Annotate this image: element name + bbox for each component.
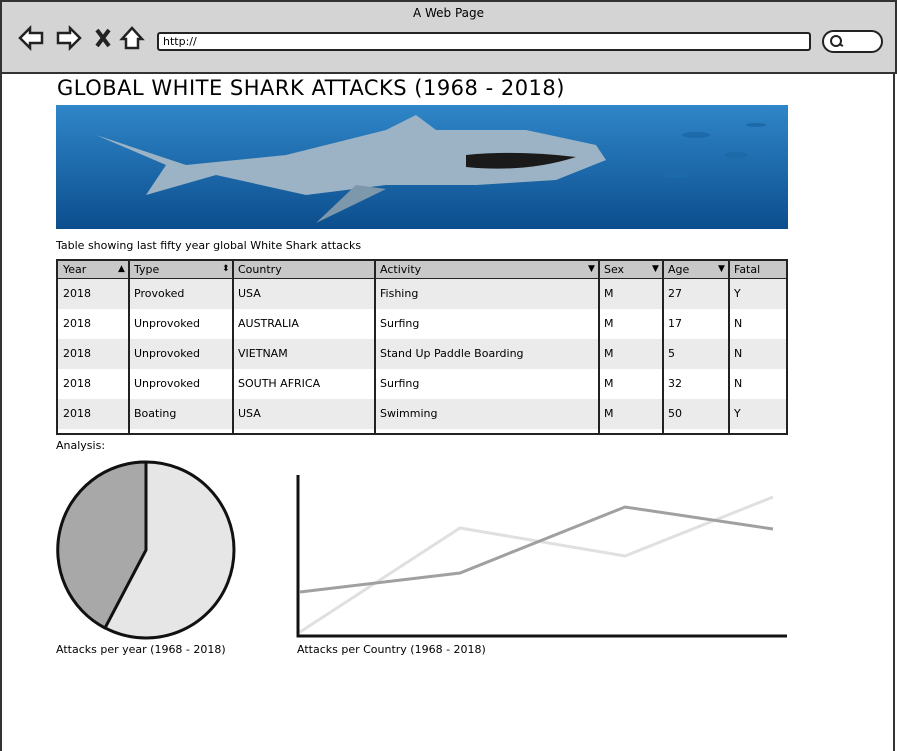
pie-caption: Attacks per year (1968 - 2018) <box>56 643 226 656</box>
back-button[interactable] <box>18 24 44 52</box>
column-divider <box>728 261 730 433</box>
table-cell: Stand Up Paddle Boarding <box>380 347 524 360</box>
table-cell: Fishing <box>380 287 419 300</box>
table-cell: SOUTH AFRICA <box>238 377 321 390</box>
forward-button[interactable] <box>56 24 82 52</box>
column-header[interactable]: Activity <box>380 263 422 276</box>
table-cell: N <box>734 317 743 330</box>
home-button[interactable] <box>119 26 145 50</box>
table-cell: 50 <box>668 407 682 420</box>
table-cell: M <box>604 407 614 420</box>
search-icon <box>830 35 844 47</box>
table-cell: 27 <box>668 287 682 300</box>
hero-image <box>56 105 788 229</box>
table-cell: Swimming <box>380 407 438 420</box>
table-cell: Y <box>734 287 741 300</box>
column-header[interactable]: Country <box>238 263 282 276</box>
table-cell: AUSTRALIA <box>238 317 299 330</box>
table-cell: 2018 <box>63 287 91 300</box>
column-header[interactable]: Type <box>134 263 160 276</box>
url-bar[interactable]: http:// <box>157 32 811 51</box>
table-cell: 2018 <box>63 377 91 390</box>
table-cell: N <box>734 347 743 360</box>
column-header[interactable]: Year <box>63 263 87 276</box>
table-cell: 2018 <box>63 407 91 420</box>
column-divider <box>232 261 234 433</box>
table-cell: M <box>604 287 614 300</box>
analysis-label: Analysis: <box>56 439 106 452</box>
header-row <box>58 261 786 279</box>
column-header[interactable]: Fatal <box>734 263 761 276</box>
stop-button[interactable] <box>95 28 111 48</box>
sort-icon: ▼ <box>652 264 659 274</box>
column-divider <box>598 261 600 433</box>
table-cell: Surfing <box>380 317 420 330</box>
row-background <box>58 399 786 429</box>
pie-chart-placeholder <box>56 460 236 640</box>
line-chart-placeholder <box>296 475 787 638</box>
table-cell: 5 <box>668 347 675 360</box>
table-cell: USA <box>238 287 261 300</box>
column-divider <box>374 261 376 433</box>
table-cell: 2018 <box>63 317 91 330</box>
search-box[interactable] <box>822 30 883 53</box>
table-cell: M <box>604 317 614 330</box>
table-cell: 2018 <box>63 347 91 360</box>
table-cell: Surfing <box>380 377 420 390</box>
column-header[interactable]: Sex <box>604 263 625 276</box>
table-cell: VIETNAM <box>238 347 288 360</box>
column-divider <box>128 261 130 433</box>
line-caption: Attacks per Country (1968 - 2018) <box>297 643 486 656</box>
sort-icon: ▼ <box>718 264 725 274</box>
column-header[interactable]: Age <box>668 263 690 276</box>
table-caption: Table showing last fifty year global Whi… <box>56 239 362 252</box>
sort-icon: ⬍ <box>222 264 230 274</box>
data-table: Year Type Country Activity Sex Age Fatal ▲ ⬍ ▼ ▼ ▼ 2… <box>56 259 788 435</box>
page-title: GLOBAL WHITE SHARK ATTACKS (1968 - 2018) <box>57 76 565 100</box>
table-cell: M <box>604 377 614 390</box>
table-cell: USA <box>238 407 261 420</box>
table-cell: 17 <box>668 317 682 330</box>
table-cell: Unprovoked <box>134 347 200 360</box>
column-divider <box>662 261 664 433</box>
window-title: A Web Page <box>412 6 485 20</box>
row-background <box>58 279 786 309</box>
table-cell: Boating <box>134 407 177 420</box>
sort-icon: ▲ <box>118 264 125 274</box>
table-cell: Y <box>734 407 741 420</box>
table-cell: N <box>734 377 743 390</box>
table-cell: Unprovoked <box>134 377 200 390</box>
table-cell: M <box>604 347 614 360</box>
page-frame <box>0 72 895 751</box>
table-cell: Provoked <box>134 287 185 300</box>
sort-icon: ▼ <box>588 264 595 274</box>
row-background <box>58 339 786 369</box>
table-cell: Unprovoked <box>134 317 200 330</box>
table-cell: 32 <box>668 377 682 390</box>
nav-icons <box>18 24 145 52</box>
